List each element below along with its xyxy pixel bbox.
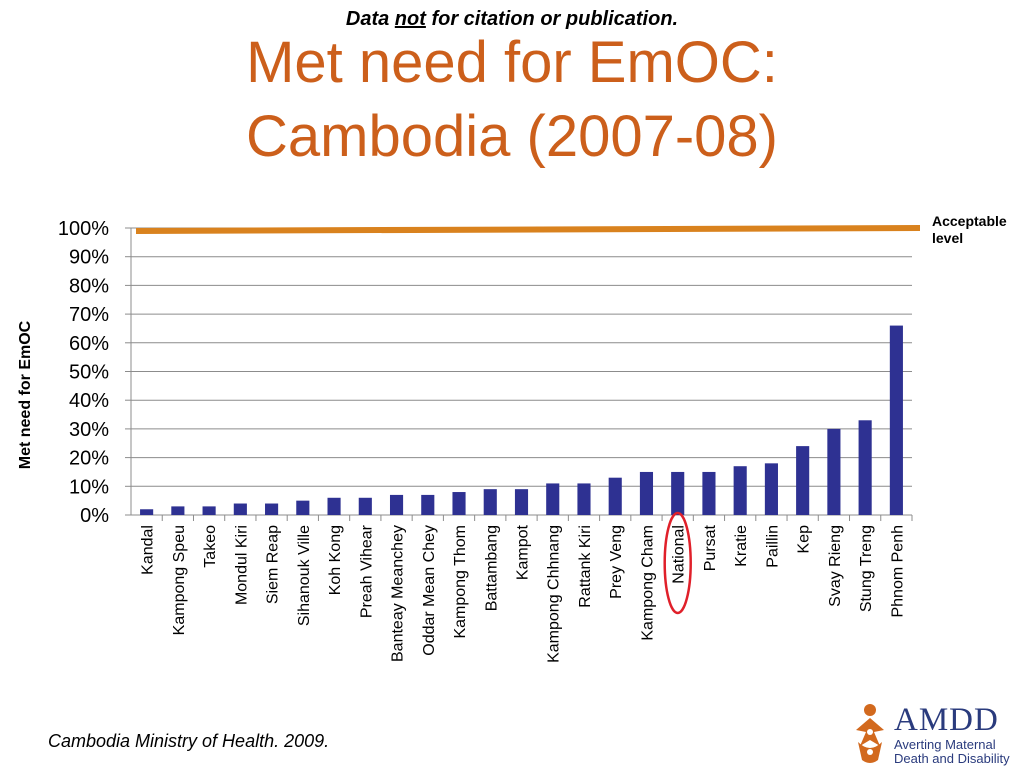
y-tick-label: 80% — [69, 275, 109, 297]
x-tick-label: Svay Rieng — [827, 525, 844, 607]
x-tick-label: Kep — [796, 525, 813, 554]
bar — [858, 420, 872, 515]
data-disclaimer: Data not for citation or publication. — [345, 8, 679, 30]
bar — [639, 471, 654, 515]
bar — [733, 466, 747, 515]
amdd-figures-icon — [856, 704, 884, 763]
x-tick-label: Preah Vihear — [358, 524, 375, 618]
bar — [546, 483, 560, 515]
x-tick-label: Banteay Meanchey — [390, 525, 407, 662]
y-tick-label: 100% — [58, 218, 109, 240]
bar — [233, 503, 247, 515]
bar — [889, 325, 903, 515]
source-citation: Cambodia Ministry of Health. 2009. — [48, 731, 330, 751]
logo-name: AMDD — [894, 702, 999, 738]
logo-subtitle: Averting Maternal Death and Disability — [894, 737, 1010, 766]
y-tick-label: 40% — [69, 390, 109, 412]
x-tick-label: Rattank Kiri — [577, 525, 594, 608]
bar — [421, 494, 435, 515]
bar — [764, 463, 778, 515]
x-tick-label: Prey Veng — [608, 525, 625, 599]
x-tick-label: Phnom Penh — [889, 525, 906, 618]
bar — [171, 506, 185, 515]
reference-line — [135, 225, 921, 234]
x-tick-label: Takeo — [202, 525, 219, 568]
bar — [140, 509, 154, 515]
amdd-logo: AMDD Averting Maternal Death and Disabil… — [848, 702, 1024, 768]
bar — [514, 489, 529, 515]
bar — [452, 492, 466, 515]
x-tick-label: Sihanouk Ville — [296, 525, 313, 626]
bar — [389, 494, 404, 515]
y-tick-label: 50% — [69, 362, 109, 384]
bar — [483, 489, 497, 515]
y-tick-label: 60% — [69, 333, 109, 355]
bar — [577, 483, 591, 515]
bar — [702, 471, 716, 515]
y-tick-label: 0% — [80, 505, 109, 527]
bar — [265, 503, 279, 515]
x-tick-label: Koh Kong — [327, 525, 344, 595]
y-tick-label: 30% — [69, 419, 109, 441]
x-tick-label: Mondul Kiri — [233, 525, 250, 605]
x-tick-label: National — [671, 525, 688, 584]
highlight-ellipse — [663, 511, 692, 615]
bar — [796, 446, 810, 515]
bar — [358, 497, 372, 515]
x-tick-label: Kratie — [733, 525, 750, 567]
x-tick-label: Kampong Speu — [171, 525, 188, 635]
x-tick-label: Stung Treng — [858, 525, 875, 612]
bar — [671, 471, 685, 515]
bar — [608, 477, 622, 515]
bar — [327, 497, 341, 515]
y-tick-label: 90% — [69, 247, 109, 269]
bar — [296, 500, 310, 515]
chart-title: Met need for EmOC: Cambodia (2007-08) — [0, 26, 1024, 174]
y-tick-label: 10% — [69, 476, 109, 498]
y-tick-label: 20% — [69, 448, 109, 470]
x-tick-label: Oddar Mean Chey — [421, 525, 438, 656]
x-tick-label: Kampong Cham — [639, 525, 656, 641]
chart-title-line1: Met need for EmOC: — [246, 30, 778, 95]
chart-title-line2: Cambodia (2007-08) — [246, 104, 778, 169]
x-tick-label: Siem Reap — [265, 525, 282, 604]
bar — [202, 506, 216, 515]
x-tick-label: Kampong Thom — [452, 525, 469, 639]
x-tick-label: Battambang — [483, 525, 500, 611]
x-tick-label: Paillin — [764, 525, 781, 568]
y-tick-label: 70% — [69, 304, 109, 326]
x-tick-label: Kandal — [140, 525, 157, 575]
bar — [827, 428, 841, 515]
reference-line-label: Acceptable level — [932, 213, 1007, 246]
x-tick-label: Pursat — [702, 524, 719, 571]
x-tick-label: Kampong Chhnang — [546, 525, 563, 663]
x-tick-label: Kampot — [515, 524, 532, 580]
